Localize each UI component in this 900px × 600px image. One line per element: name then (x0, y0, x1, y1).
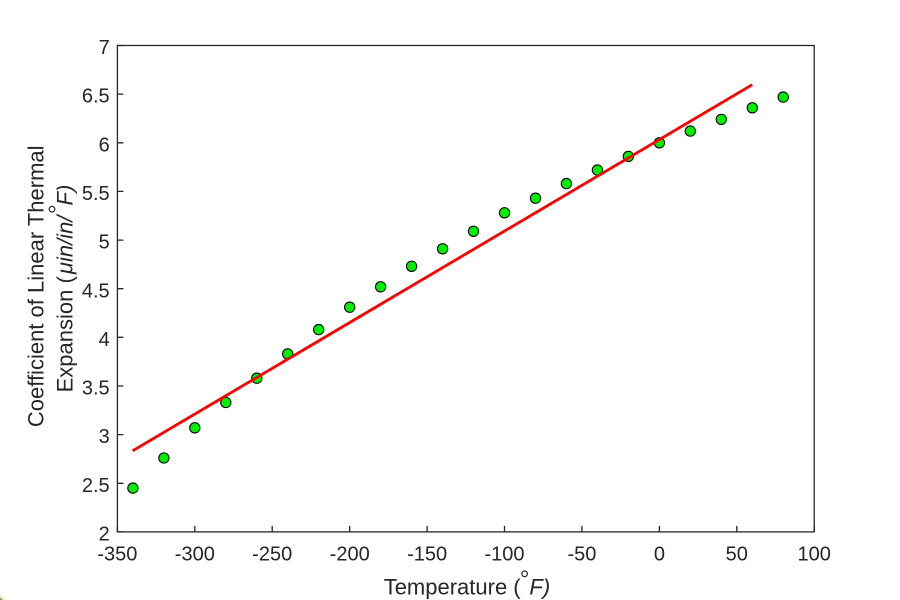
svg-text:-200: -200 (330, 543, 370, 565)
svg-text:5: 5 (99, 232, 110, 254)
svg-text:6.5: 6.5 (82, 86, 110, 108)
svg-text:100: 100 (798, 543, 831, 565)
svg-text:7: 7 (99, 37, 110, 59)
svg-text:-250: -250 (252, 543, 292, 565)
svg-text:-150: -150 (407, 543, 447, 565)
svg-text:6: 6 (99, 134, 110, 156)
svg-text:2.5: 2.5 (82, 475, 110, 497)
svg-text:-300: -300 (175, 543, 215, 565)
svg-text:-350: -350 (97, 543, 137, 565)
svg-text:Temperature (: Temperature ( (384, 575, 522, 600)
svg-text:3: 3 (99, 426, 110, 448)
svg-text:3.5: 3.5 (82, 378, 110, 400)
svg-text:4.5: 4.5 (82, 280, 110, 302)
svg-text:F): F) (529, 575, 550, 600)
svg-text:-100: -100 (484, 543, 524, 565)
svg-text:0: 0 (654, 543, 665, 565)
svg-text:F): F) (53, 185, 78, 206)
svg-text:-50: -50 (567, 543, 596, 565)
svg-text:2: 2 (99, 524, 110, 546)
svg-text:μin/in/: μin/in/ (53, 214, 78, 275)
svg-text:Expansion (: Expansion ( (53, 276, 78, 393)
svg-text:Coefficient of Linear Thermal: Coefficient of Linear Thermal (24, 145, 49, 427)
svg-text:50: 50 (726, 543, 748, 565)
svg-text:4: 4 (99, 329, 110, 351)
svg-text:5.5: 5.5 (82, 183, 110, 205)
